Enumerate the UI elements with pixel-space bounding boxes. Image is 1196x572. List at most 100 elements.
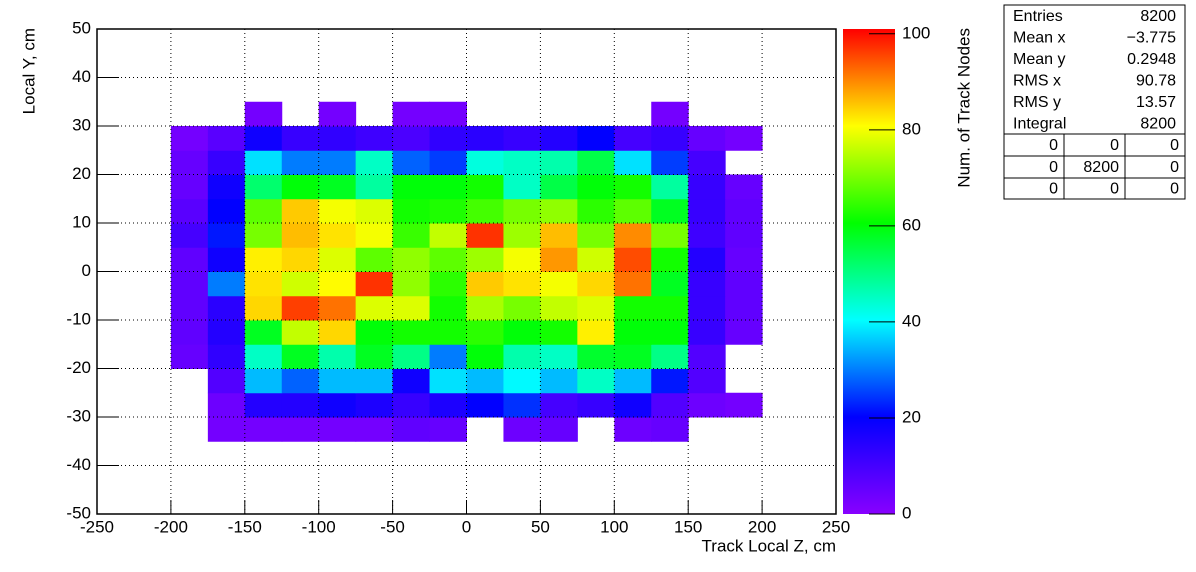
heatmap-cell bbox=[688, 320, 726, 345]
heatmap-cell bbox=[503, 150, 541, 175]
heatmap-cell bbox=[170, 247, 209, 272]
heatmap-cell bbox=[688, 198, 726, 224]
heatmap-cell bbox=[503, 223, 541, 248]
y-axis-title: Local Y, cm bbox=[19, 28, 38, 114]
heatmap-cell bbox=[170, 223, 209, 248]
y-tick-label: 0 bbox=[82, 261, 91, 280]
stat-label: Integral bbox=[1013, 116, 1066, 133]
z-axis-title: Num. of Track Nodes bbox=[954, 28, 973, 188]
heatmap-cell bbox=[577, 150, 615, 175]
heatmap-cell bbox=[355, 247, 394, 272]
heatmap-cell bbox=[392, 295, 431, 321]
heatmap-cell bbox=[577, 392, 615, 418]
x-tick-label: -200 bbox=[154, 517, 188, 536]
heatmap-cell bbox=[577, 198, 615, 224]
stat-value: 8200 bbox=[1140, 116, 1176, 133]
z-tick-label: 100 bbox=[902, 23, 930, 42]
heatmap-cell bbox=[170, 150, 209, 175]
heatmap-cell bbox=[207, 198, 246, 224]
z-tick-label: 80 bbox=[902, 119, 921, 138]
heatmap-cell bbox=[355, 174, 394, 200]
heatmap-cell bbox=[725, 320, 763, 345]
heatmap-cell bbox=[688, 174, 726, 200]
heatmap-cell bbox=[318, 174, 357, 200]
heatmap-cell bbox=[540, 295, 578, 321]
stats-box: Entries 8200 Mean x −3.775 Mean y 0.2948 RMS x… bbox=[1003, 4, 1186, 200]
heatmap-cell bbox=[540, 174, 578, 200]
heatmap-cell bbox=[170, 198, 209, 224]
heatmap-cell bbox=[651, 247, 689, 272]
heatmap-cell bbox=[429, 417, 467, 442]
heatmap-cell bbox=[540, 392, 578, 418]
stat-label: RMS y bbox=[1013, 94, 1061, 111]
heatmap-cell bbox=[318, 344, 357, 369]
stat-value: 8200 bbox=[1140, 8, 1176, 25]
heatmap-cell bbox=[651, 368, 689, 394]
heatmap-cell bbox=[318, 295, 357, 321]
heatmap-cell bbox=[429, 174, 467, 200]
y-tick-label: -10 bbox=[66, 309, 91, 328]
heatmap-cell bbox=[503, 295, 541, 321]
heatmap-cell bbox=[392, 271, 431, 297]
heatmap-cell bbox=[466, 126, 504, 151]
heatmap-cell bbox=[355, 368, 394, 394]
heatmap-cell bbox=[281, 198, 320, 224]
heatmap-cell bbox=[355, 223, 394, 248]
heatmap-cell bbox=[429, 392, 467, 418]
y-tick-label: -50 bbox=[66, 503, 91, 522]
x-tick-label: 0 bbox=[462, 517, 471, 536]
heatmap-cell bbox=[392, 417, 431, 442]
heatmap-cell bbox=[466, 392, 504, 418]
heatmap-cell bbox=[725, 174, 763, 200]
heatmap-cell bbox=[207, 320, 246, 345]
heatmap-cell bbox=[170, 295, 209, 321]
heatmap-cell bbox=[429, 150, 467, 175]
heatmap-cell bbox=[725, 223, 763, 248]
heatmap-cell bbox=[651, 174, 689, 200]
heatmap-cell bbox=[614, 368, 652, 394]
heatmap-cell bbox=[466, 223, 504, 248]
heatmap-cell bbox=[392, 198, 431, 224]
heatmap-cell bbox=[207, 295, 246, 321]
heatmap-cell bbox=[540, 417, 578, 442]
heatmap-cell bbox=[651, 344, 689, 369]
heatmap-cell bbox=[355, 126, 394, 151]
heatmap-cell bbox=[614, 174, 652, 200]
overflow-cell: 0 bbox=[1049, 181, 1058, 198]
heatmap-cell bbox=[688, 344, 726, 369]
heatmap-cell bbox=[466, 150, 504, 175]
heatmap-cell bbox=[244, 295, 283, 321]
heatmap-cell bbox=[392, 101, 431, 127]
heatmap-cell bbox=[688, 150, 726, 175]
heatmap-cell bbox=[540, 344, 578, 369]
heatmap-cell bbox=[429, 223, 467, 248]
x-tick-label: -250 bbox=[80, 517, 114, 536]
heatmap-cell bbox=[577, 271, 615, 297]
heatmap-cell bbox=[244, 247, 283, 272]
heatmap-cell bbox=[392, 247, 431, 272]
heatmap-cell bbox=[355, 320, 394, 345]
heatmap-cell bbox=[540, 271, 578, 297]
heatmap-cell bbox=[614, 198, 652, 224]
heatmap-cell bbox=[355, 295, 394, 321]
heatmap-cell bbox=[688, 271, 726, 297]
z-tick-label: 40 bbox=[902, 311, 921, 330]
overflow-cell: 0 bbox=[1049, 159, 1058, 176]
heatmap-cell bbox=[503, 247, 541, 272]
heatmap-cell bbox=[651, 150, 689, 175]
heatmap-cell bbox=[614, 392, 652, 418]
heatmap-cell bbox=[614, 271, 652, 297]
z-tick-label: 60 bbox=[902, 215, 921, 234]
heatmap-cell bbox=[577, 223, 615, 248]
heatmap-cell bbox=[207, 150, 246, 175]
heatmap-cell bbox=[207, 368, 246, 394]
heatmap-cell bbox=[318, 126, 357, 151]
heatmap-cell bbox=[503, 392, 541, 418]
heatmap-cell bbox=[466, 174, 504, 200]
heatmap-cell bbox=[318, 150, 357, 175]
heatmap-cell bbox=[281, 271, 320, 297]
heatmap-cell bbox=[244, 344, 283, 369]
heatmap-cell bbox=[170, 271, 209, 297]
heatmap-cell bbox=[318, 198, 357, 224]
heatmap-cell bbox=[318, 223, 357, 248]
